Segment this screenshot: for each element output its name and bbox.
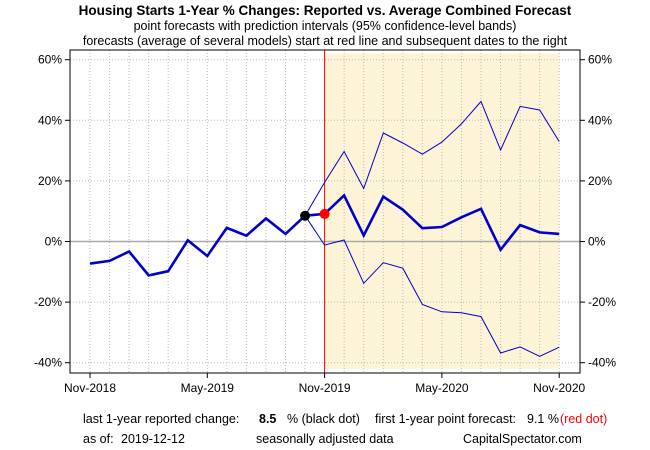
y-tick-label-left: 0% — [45, 235, 63, 249]
last-reported-dot — [300, 210, 311, 221]
forecast-shaded-region — [324, 53, 560, 369]
adjustment-note: seasonally adjusted data — [256, 432, 394, 446]
forecast-value: 9.1 % — [527, 412, 559, 426]
lower-band-line — [304, 215, 560, 357]
x-tick-label: May-2020 — [415, 381, 469, 395]
x-tick-label: Nov-2018 — [64, 381, 116, 395]
forecast-note: (red dot) — [560, 412, 608, 426]
chart-subtitle-forecasts: forecasts (average of several models) st… — [82, 34, 568, 48]
y-tick-label-right: 20% — [588, 174, 612, 188]
chart-subtitle-bands: point forecasts with prediction interval… — [133, 19, 517, 33]
reported-line — [89, 214, 306, 277]
y-tick-label-left: 60% — [38, 53, 62, 67]
forecast-line — [304, 193, 560, 253]
source-credit: CapitalSpectator.com — [463, 432, 582, 446]
chart-header: Housing Starts 1-Year % Changes: Reporte… — [0, 3, 650, 49]
y-tick-label-right: 60% — [588, 53, 612, 67]
x-tick-label: May-2019 — [181, 381, 235, 395]
first-forecast-dot — [319, 208, 330, 219]
y-tick-label-right: -20% — [588, 295, 616, 309]
reported-change-unit: % (black dot) — [287, 412, 360, 426]
x-tick-label: Nov-2020 — [533, 381, 585, 395]
reported-change-label: last 1-year reported change: — [83, 412, 240, 426]
y-tick-label-right: 40% — [588, 113, 612, 127]
asof-date: 2019-12-12 — [121, 432, 185, 446]
y-tick-label-left: -40% — [34, 356, 62, 370]
y-tick-label-left: 40% — [38, 113, 62, 127]
y-tick-label-right: -40% — [588, 356, 616, 370]
upper-band-line — [304, 100, 560, 216]
reported-change-value: 8.5 — [259, 412, 277, 426]
forecast-label: first 1-year point forecast: — [375, 412, 517, 426]
x-tick-label: Nov-2019 — [299, 381, 351, 395]
y-tick-label-left: -20% — [34, 295, 62, 309]
chart-title: Housing Starts 1-Year % Changes: Reporte… — [78, 3, 572, 18]
y-tick-label-left: 20% — [38, 174, 62, 188]
asof-label: as of: — [83, 432, 114, 446]
y-tick-label-right: 0% — [588, 235, 606, 249]
